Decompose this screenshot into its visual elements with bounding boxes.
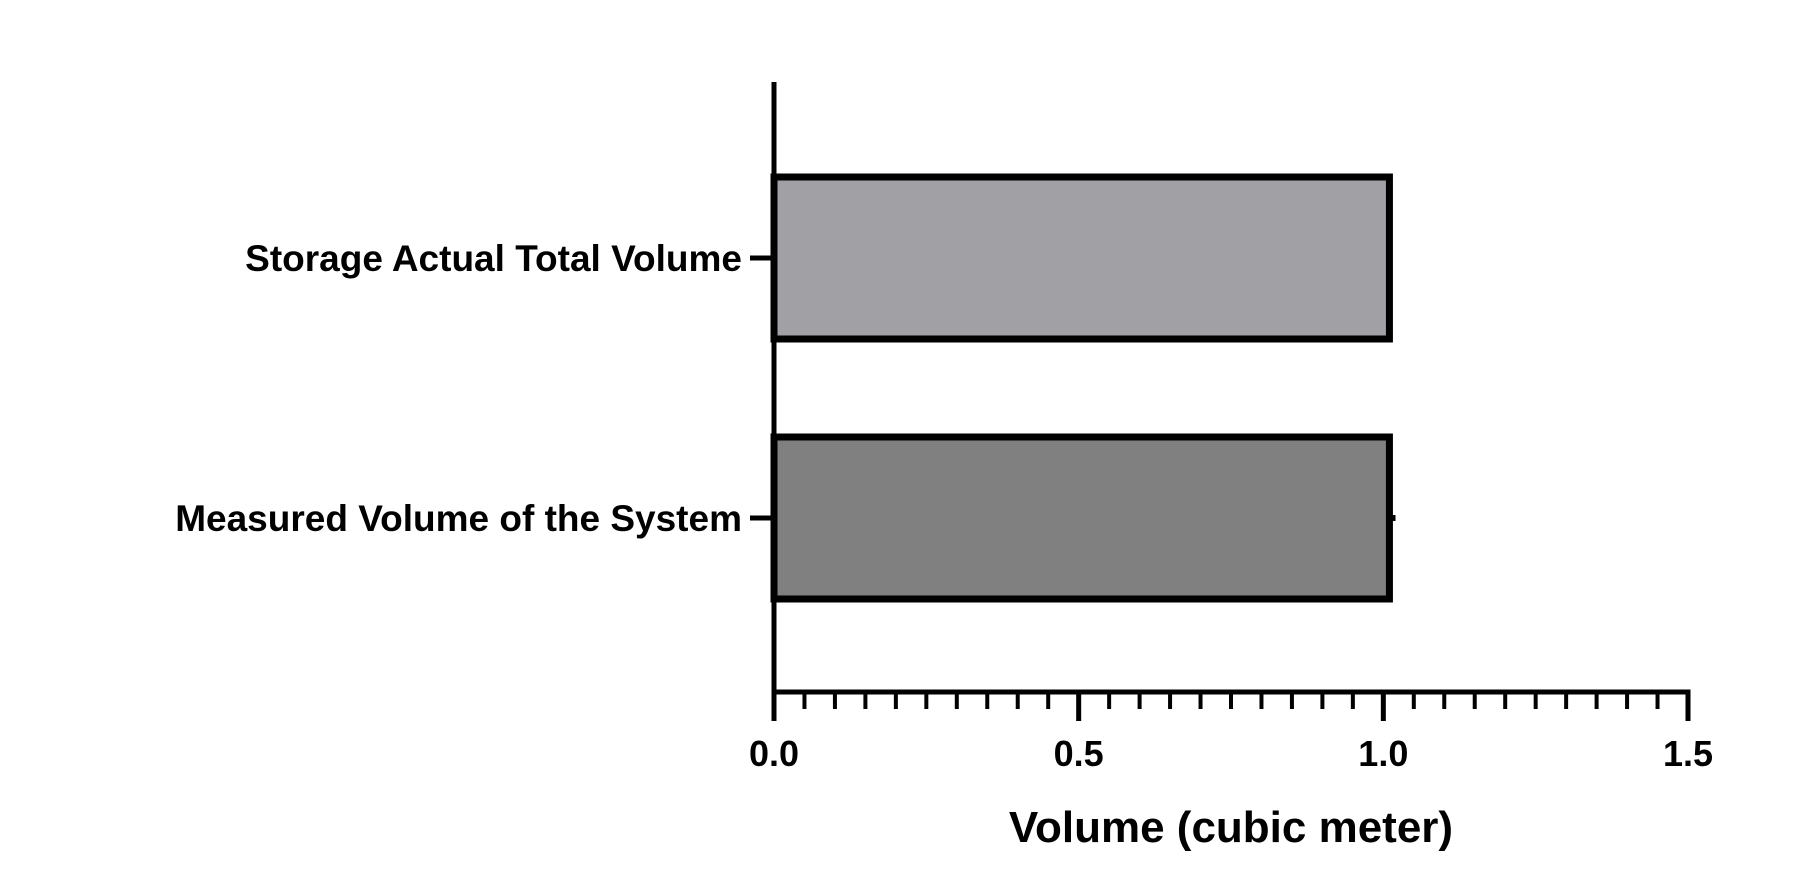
- labels-group: Storage Actual Total Volume Measured Volu…: [175, 238, 1713, 774]
- x-tick-label-3: 1.0: [1358, 733, 1408, 774]
- x-axis-title: Volume (cubic meter): [1009, 803, 1453, 852]
- x-tick-label-2: 0.5: [1054, 733, 1104, 774]
- y-tick-label-1: Storage Actual Total Volume: [245, 238, 742, 279]
- bar-1: [770, 173, 1393, 343]
- bar-2: [770, 433, 1393, 603]
- bars-group: [770, 173, 1396, 603]
- x-tick-label-1: 0.0: [749, 733, 799, 774]
- axes-group: [750, 82, 1691, 721]
- x-tick-label-4: 1.5: [1663, 733, 1713, 774]
- y-tick-label-2: Measured Volume of the System: [175, 498, 742, 539]
